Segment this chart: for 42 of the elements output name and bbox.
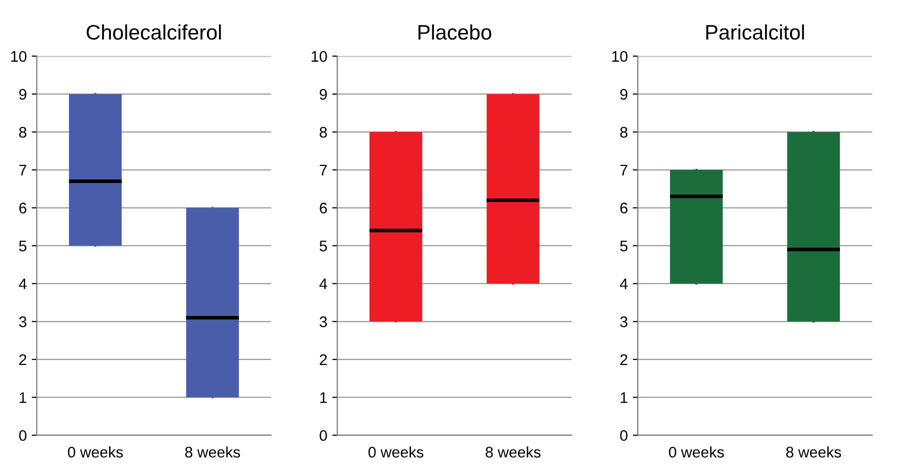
y-tick-label: 4 xyxy=(18,278,27,290)
y-tick-label: 5 xyxy=(19,240,26,252)
y-tick-label: 2 xyxy=(19,354,26,365)
y-tick-label: 4 xyxy=(319,278,328,290)
y-tick-label: 9 xyxy=(19,88,26,100)
y-tick-label: 0 xyxy=(19,430,26,441)
y-tick-label: 9 xyxy=(320,88,327,100)
x-tick-label: 8 weeks xyxy=(185,446,240,458)
y-tick-label: 10 xyxy=(312,51,327,62)
y-tick-label: 6 xyxy=(620,202,628,214)
y-tick-label: 4 xyxy=(620,278,628,290)
y-tick-label: 10 xyxy=(612,51,628,62)
y-tick-label: 8 xyxy=(19,126,26,138)
y-tick-label: 8 xyxy=(320,126,327,138)
chart-title: Placebo xyxy=(418,24,492,40)
x-tick-label: 8 weeks xyxy=(786,446,842,458)
y-tick-label: 10 xyxy=(11,51,26,62)
y-tick-label: 1 xyxy=(20,392,26,403)
y-tick-label: 0 xyxy=(620,430,628,441)
y-tick-label: 9 xyxy=(620,88,628,100)
y-tick-label: 3 xyxy=(320,316,327,328)
y-tick-label: 7 xyxy=(19,164,26,176)
y-tick-label: 6 xyxy=(320,202,327,214)
y-tick-label: 6 xyxy=(19,202,26,214)
y-tick-label: 7 xyxy=(620,164,628,176)
y-tick-label: 0 xyxy=(320,430,327,441)
y-tick-label: 1 xyxy=(320,392,327,403)
x-tick-label: 0 weeks xyxy=(368,446,424,458)
y-tick-label: 7 xyxy=(320,164,327,176)
x-tick-label: 0 weeks xyxy=(668,446,724,458)
y-tick-label: 5 xyxy=(620,240,628,252)
y-tick-label: 3 xyxy=(19,316,26,328)
x-tick-label: 8 weeks xyxy=(486,446,541,458)
y-tick-label: 8 xyxy=(620,126,628,138)
chart-title: Paricalcitol xyxy=(706,24,804,40)
y-tick-label: 1 xyxy=(620,392,628,403)
y-tick-label: 2 xyxy=(320,354,327,365)
y-tick-label: 3 xyxy=(620,316,628,328)
y-tick-label: 2 xyxy=(620,354,628,365)
y-tick-label: 5 xyxy=(320,240,327,252)
chart-title: Cholecalciferol xyxy=(86,24,221,40)
x-tick-label: 0 weeks xyxy=(68,446,123,458)
